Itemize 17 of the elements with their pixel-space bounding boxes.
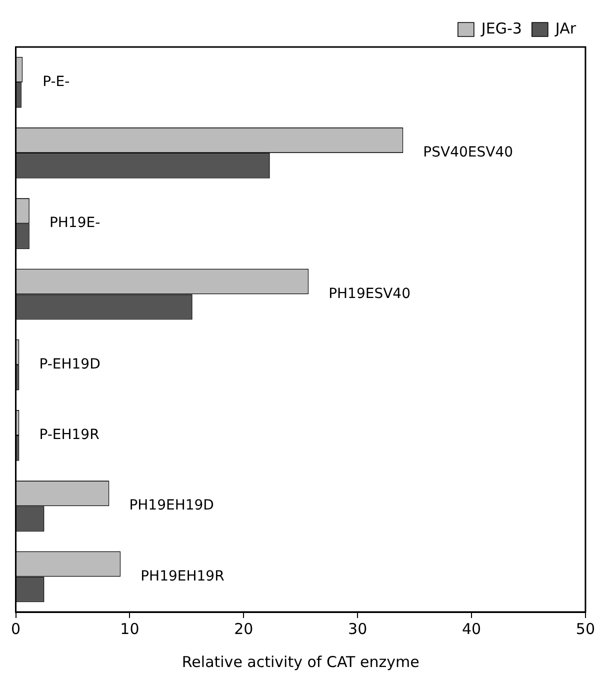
y-tick-label: PH19EH19D [129, 498, 214, 514]
y-tick-label: PSV40ESV40 [423, 144, 514, 161]
x-tick-label: 10 [120, 620, 140, 638]
x-tick-label: 40 [462, 620, 482, 638]
x-axis-title: Relative activity of CAT enzyme [182, 652, 420, 671]
x-tick-label: 0 [11, 620, 21, 638]
y-tick-label: PH19EH19R [140, 568, 225, 584]
x-tick-label: 50 [576, 620, 596, 638]
legend-label: JEG-3 [480, 19, 522, 38]
legend-label: JAr [554, 19, 577, 38]
y-tick-label: PH19E- [49, 215, 100, 232]
x-tick-label: 20 [234, 620, 254, 638]
y-tick-label: P-E- [42, 74, 70, 90]
y-tick-label: P-EH19R [39, 427, 100, 444]
y-tick-label: PH19ESV40 [328, 286, 411, 302]
y-tick-label: P-EH19D [39, 356, 100, 372]
x-tick-label: 30 [348, 620, 368, 638]
